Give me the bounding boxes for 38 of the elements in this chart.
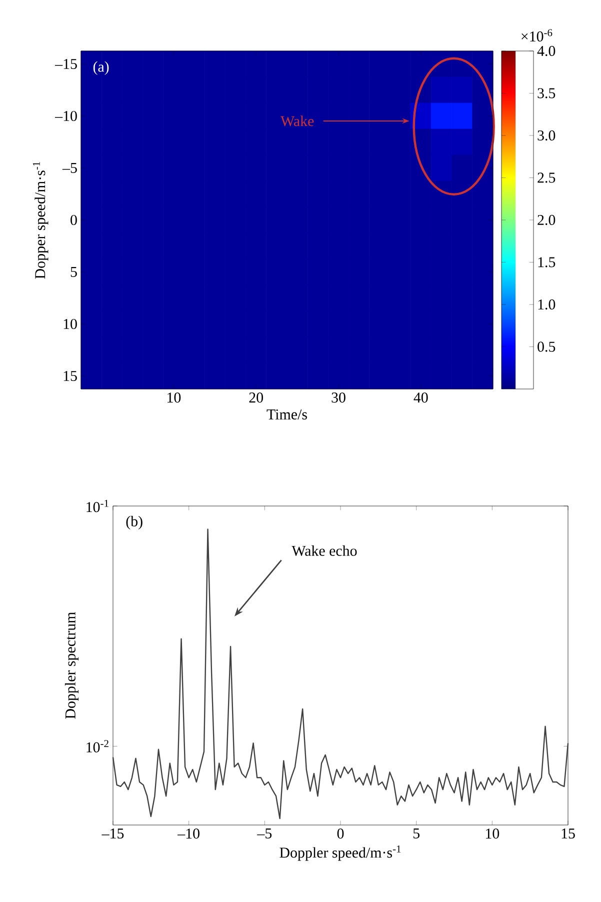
color-bar-title: ×10$^{-6}$ [522,29,552,42]
annotation: Wake echo [292,545,357,556]
color-bar-label: 2.0 [538,214,556,226]
color-bar-label: 0.5 [538,342,556,352]
y-tick-label: 0 [70,214,77,226]
x-tick-label: 15 [562,828,575,839]
y-tick-label: 10 [64,318,77,330]
x-tick-label: 10 [486,828,500,839]
color-bar-label: 4.0 [537,46,556,56]
y-tick-label: 10$^{-2}$ [86,740,108,752]
color-bar-label: 3.5 [538,88,556,98]
y-tick-label: –5 [62,163,77,173]
x-tick-label: 30 [332,392,346,403]
x-tick-label: –15 [102,828,124,839]
text: (a) [93,61,109,75]
text: (b) [126,516,142,530]
x-axis-title: Doppler speed/m·s$^{-1}$ [280,845,401,861]
y-axis-title: Doppler spectrum [64,612,78,719]
y-tick-label: –15 [54,58,77,69]
x-tick-label: 10 [168,392,181,403]
x-tick-label: 40 [414,392,428,403]
y-tick-label: 15 [64,370,77,381]
y-tick-label: 10$^{-1}$ [86,500,108,512]
color-bar-label: 1.5 [538,257,556,268]
y-axis-title: Dopper speed/m·s$^{-1}$ [32,162,48,279]
x-tick-label: 20 [249,392,264,403]
x-axis-title: Time/s [266,409,307,420]
color-bar-label: 3.0 [538,130,556,141]
color-bar-label: 2.5 [538,172,556,183]
x-tick-label: –5 [257,828,272,838]
y-tick-label: –10 [54,110,77,122]
x-tick-label: –10 [178,828,200,839]
annotation: Wake [280,116,314,126]
y-tick-label: 5 [70,267,77,277]
x-tick-label: 0 [337,828,344,839]
x-tick-label: 5 [413,828,420,838]
color-bar-label: 1.0 [538,299,556,310]
line-series [112,528,569,820]
